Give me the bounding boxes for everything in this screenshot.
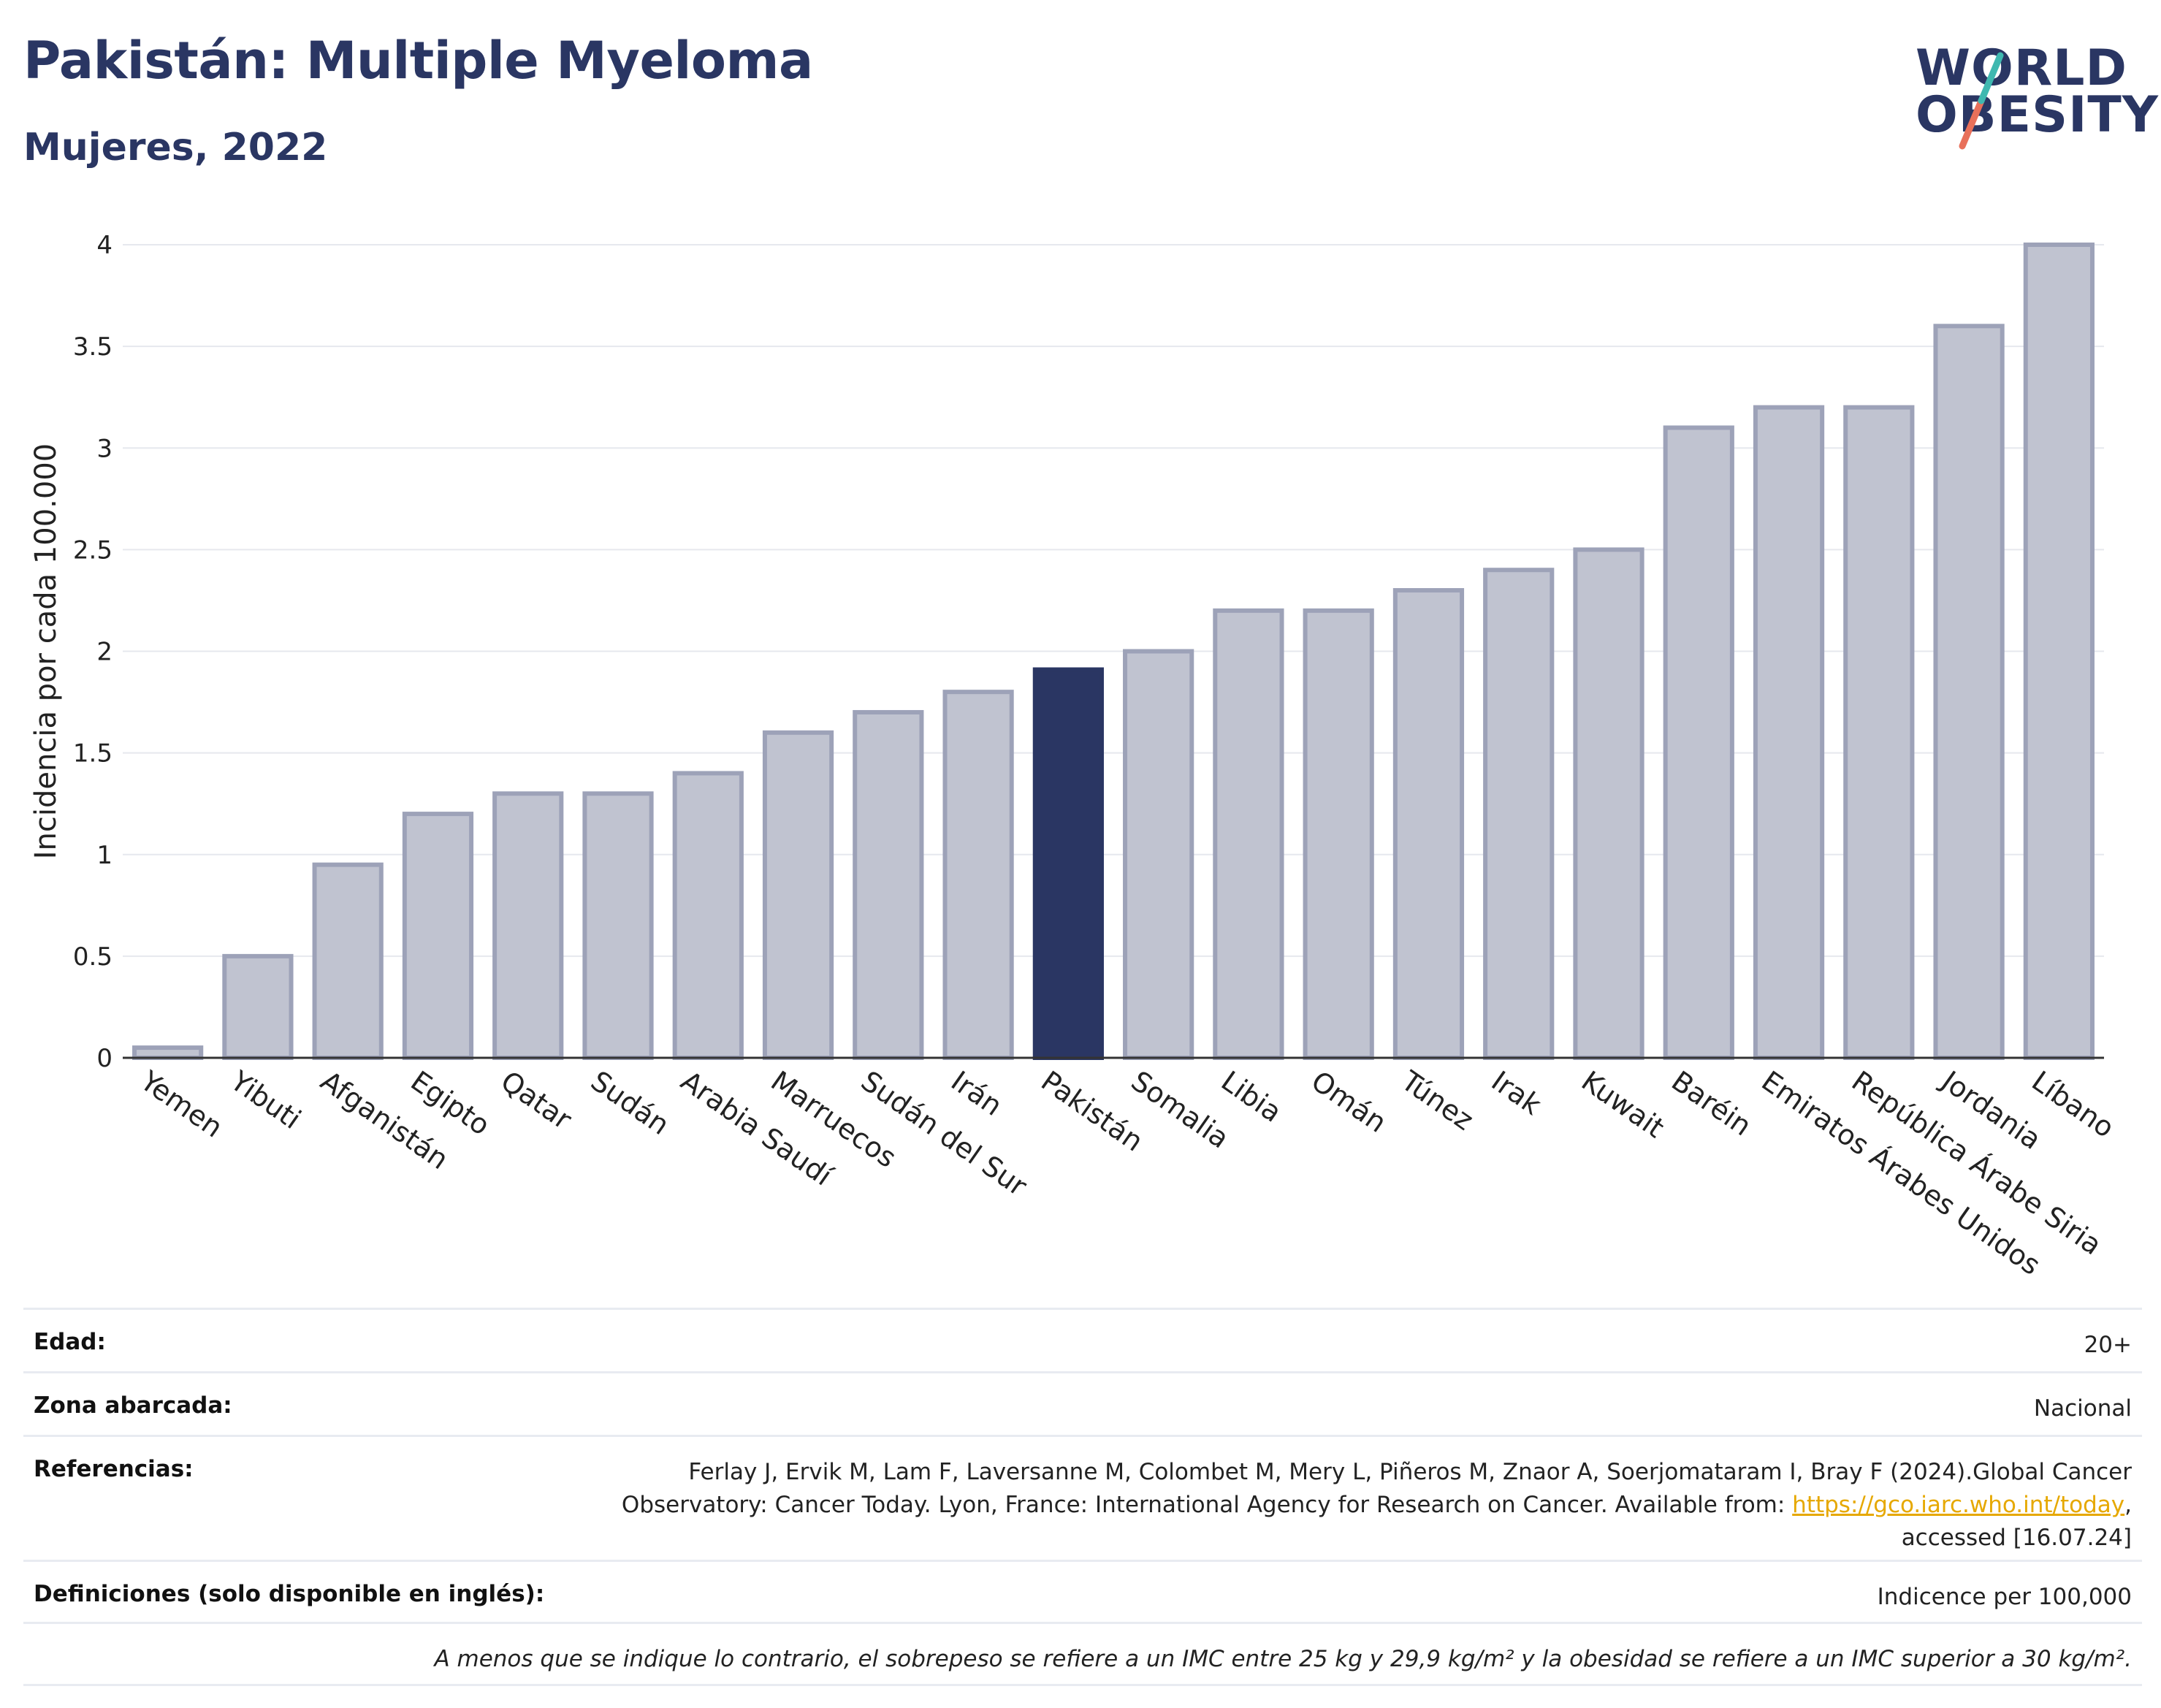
reference-line-1: Ferlay J, Ervik M, Lam F, Laversanne M, … xyxy=(688,1459,2132,1485)
bar xyxy=(1753,405,1825,1060)
footnote: A menos que se indique lo contrario, el … xyxy=(434,1646,2132,1672)
area-value: Nacional xyxy=(2033,1395,2132,1422)
bar-chart: 0 0.5 1 1.5 2 2.5 3 3.5 4 Incidencia por cada 100… xyxy=(29,231,2120,1281)
y-tick-label: 2.5 xyxy=(73,535,113,565)
x-tick-label: Yibuti xyxy=(224,1064,307,1135)
definitions-label: Definiciones (solo disponible en inglés)… xyxy=(34,1581,545,1607)
bar xyxy=(402,812,474,1060)
logo-slash-icon xyxy=(1959,52,2004,150)
y-tick-label: 4 xyxy=(96,231,113,260)
bar xyxy=(222,953,294,1060)
x-tick-label: Arabia Saudí xyxy=(675,1064,839,1192)
info-row-age: Edad: 20+ xyxy=(23,1308,2142,1371)
reference-link[interactable]: https://gco.iarc.who.int/today xyxy=(1792,1491,2125,1518)
logo-line-1: WORLD xyxy=(1916,39,2127,97)
bar xyxy=(1843,405,1915,1060)
bar xyxy=(1663,425,1734,1060)
age-label: Edad: xyxy=(34,1329,106,1355)
x-tick-label: Yemen xyxy=(134,1064,229,1144)
x-tick-label: Túnez xyxy=(1395,1064,1479,1137)
y-tick-label: 3 xyxy=(96,434,113,463)
references-label: Referencias: xyxy=(34,1456,194,1482)
world-obesity-logo: WORLD OBESITY xyxy=(1899,22,2158,161)
x-tick-label: Sudán xyxy=(585,1064,675,1141)
x-tick-label: Libia xyxy=(1216,1064,1288,1128)
reference-line-2: Observatory: Cancer Today. Lyon, France:… xyxy=(621,1491,1793,1518)
references-value: Ferlay J, Ervik M, Lam F, Laversanne M, … xyxy=(622,1456,2132,1560)
x-tick-label: Qatar xyxy=(495,1064,578,1136)
x-tick-label: Kuwait xyxy=(1576,1064,1670,1144)
y-tick-label: 1.5 xyxy=(73,739,113,769)
x-tick-label: Baréin xyxy=(1666,1064,1757,1142)
info-table: Edad: 20+ Zona abarcada: Nacional Refere… xyxy=(23,1308,2142,1686)
x-tick-label: Pakistán xyxy=(1035,1064,1149,1157)
page-subtitle: Mujeres, 2022 xyxy=(23,126,328,169)
reference-line-3: accessed [16.07.24] xyxy=(1901,1524,2132,1551)
y-axis-label: Incidencia por cada 100.000 xyxy=(29,443,63,860)
info-row-references: Referencias: Ferlay J, Ervik M, Lam F, L… xyxy=(23,1435,2142,1560)
bar xyxy=(853,709,924,1060)
info-row-footnote: A menos que se indique lo contrario, el … xyxy=(23,1622,2142,1686)
x-tick-label: Irak xyxy=(1486,1064,1547,1121)
x-tick-label: Irán xyxy=(945,1064,1008,1122)
age-value: 20+ xyxy=(2084,1332,2132,1358)
bar xyxy=(1392,588,1465,1060)
bar xyxy=(1123,649,1194,1060)
bar xyxy=(672,771,744,1060)
definitions-value: Indicence per 100,000 xyxy=(1877,1584,2132,1610)
area-label: Zona abarcada: xyxy=(34,1392,232,1419)
y-tick-label: 1 xyxy=(96,841,113,870)
bar xyxy=(762,730,834,1060)
x-tick-label: Omán xyxy=(1306,1064,1392,1139)
bar xyxy=(582,791,654,1061)
bar xyxy=(492,791,564,1061)
bar xyxy=(132,1045,204,1061)
info-row-definitions: Definiciones (solo disponible en inglés)… xyxy=(23,1560,2142,1622)
bar xyxy=(942,690,1014,1061)
bar xyxy=(1032,667,1104,1060)
bar xyxy=(1933,324,2005,1060)
reference-line-2-end: , xyxy=(2124,1491,2132,1518)
y-tick-label: 0 xyxy=(96,1044,113,1073)
y-tick-label: 2 xyxy=(96,638,113,667)
y-tick-label: 3.5 xyxy=(73,332,113,362)
logo-line-2: OBESITY xyxy=(1916,86,2159,144)
info-row-area: Zona abarcada: Nacional xyxy=(23,1371,2142,1435)
y-tick-label: 0.5 xyxy=(73,942,113,972)
bar xyxy=(2023,243,2095,1060)
bar xyxy=(1303,608,1374,1060)
bar xyxy=(312,862,384,1060)
bar xyxy=(1213,608,1284,1060)
bar xyxy=(1573,547,1644,1060)
bar xyxy=(1483,568,1555,1060)
page-title: Pakistán: Multiple Myeloma xyxy=(23,31,813,91)
